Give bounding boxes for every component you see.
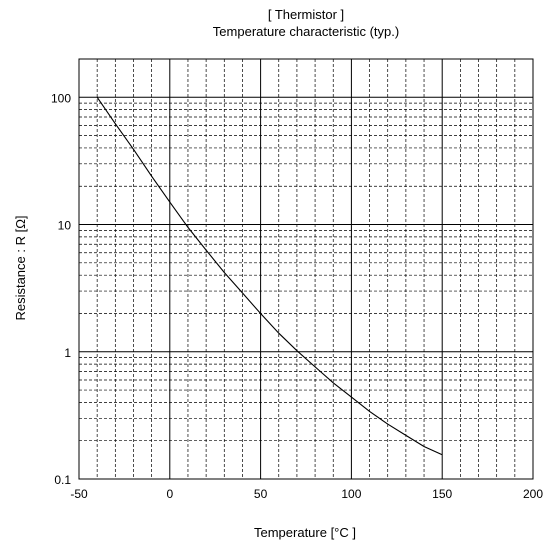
x-tick-label: 150 — [432, 487, 452, 501]
resistance-curve — [96, 96, 443, 456]
x-axis-label: Temperature [°C ] — [254, 525, 356, 540]
x-tick-label: 200 — [523, 487, 543, 501]
chart-title: [ Thermistor ] — [267, 7, 345, 22]
x-tick-label: 0 — [166, 487, 173, 501]
x-tick-label: 50 — [254, 487, 268, 501]
plot-frame — [78, 58, 534, 480]
x-tick-labels: -50 0 50 100 150 200 — [70, 487, 543, 501]
y-tick-label: 0.1 — [54, 473, 71, 487]
x-tick-label: 100 — [341, 487, 361, 501]
y-tick-labels: 0.1 1 10 100 — [51, 91, 71, 487]
y-tick-label: 100 — [51, 91, 71, 105]
chart-subtitle: Temperature characteristic (typ.) — [212, 24, 400, 39]
y-tick-label: 10 — [58, 219, 72, 233]
grid — [79, 59, 533, 479]
y-axis-label: Resistance : R [Ω] — [13, 215, 28, 320]
y-tick-label: 1 — [64, 346, 71, 360]
x-tick-label: -50 — [70, 487, 88, 501]
